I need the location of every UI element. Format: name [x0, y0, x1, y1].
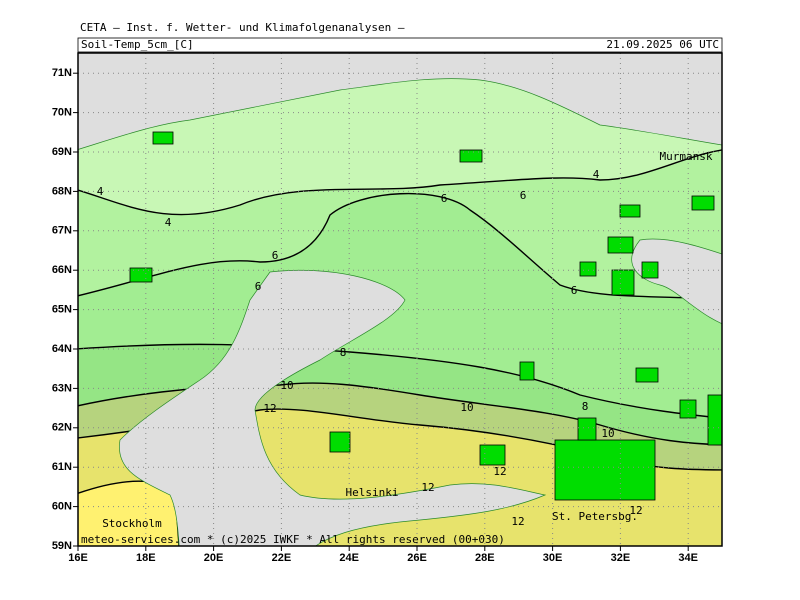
lake [641, 261, 659, 279]
lon-tick-label: 30E [543, 552, 563, 564]
sea [119, 269, 547, 546]
contour-label: 4 [97, 185, 104, 198]
lat-tick-label: 70N [52, 107, 72, 119]
contour-label: 10 [601, 427, 614, 440]
lake [479, 444, 506, 466]
lat-tick-label: 71N [52, 67, 72, 79]
lat-tick-label: 65N [52, 304, 72, 316]
lat-tick-label: 61N [52, 461, 72, 473]
lon-tick-label: 26E [407, 552, 427, 564]
header-title: CETA — Inst. f. Wetter- und Klimafolgena… [80, 21, 405, 34]
lon-tick-label: 24E [339, 552, 359, 564]
lat-tick-label: 68N [52, 185, 72, 197]
header-box [77, 37, 723, 53]
sea [78, 53, 722, 150]
contour-label: 6 [520, 189, 527, 202]
place-label: Helsinki [346, 486, 399, 499]
lake [579, 261, 597, 277]
lake [329, 431, 351, 453]
lake [519, 361, 535, 381]
lake [152, 131, 174, 145]
contour-label: 6 [441, 192, 448, 205]
map-area: 4 4 4 6 6 6 6 6 8 8 10 10 10 12 12 12 12 12 Murmansk Helsin… [78, 53, 722, 546]
lon-tick-label: 28E [475, 552, 495, 564]
lat-tick-label: 63N [52, 382, 72, 394]
valid-time: 21.09.2025 06 UTC [606, 38, 719, 51]
contour-label: 6 [571, 284, 578, 297]
lake [129, 267, 153, 283]
lon-tick-label: 34E [678, 552, 698, 564]
grid [78, 53, 722, 546]
contour-label: 12 [421, 481, 434, 494]
lat-tick-label: 67N [52, 225, 72, 237]
sea [631, 238, 722, 324]
contour-label: 10 [280, 379, 293, 392]
lat-tick-label: 59N [52, 540, 72, 552]
lat-tick-label: 69N [52, 146, 72, 158]
contour-label: 10 [460, 401, 473, 414]
place-label: St. Petersbg. [552, 510, 638, 523]
contour-label: 4 [593, 168, 600, 181]
lon-tick-label: 18E [136, 552, 156, 564]
lat-tick-label: 62N [52, 422, 72, 434]
lat-tick-label: 64N [52, 343, 72, 355]
contour-label: 12 [263, 402, 276, 415]
contour-label: 12 [629, 504, 642, 517]
contour-label: 8 [340, 346, 347, 359]
lon-tick-label: 22E [272, 552, 292, 564]
lon-tick-label: 20E [204, 552, 224, 564]
frame [77, 52, 723, 547]
contour-label: 12 [511, 515, 524, 528]
lat-tick-label: 60N [52, 501, 72, 513]
lake [707, 394, 722, 446]
place-label: Murmansk [660, 150, 713, 163]
contour-label: 6 [272, 249, 279, 262]
lake [607, 236, 634, 254]
copyright: meteo-services.com * (c)2025 IWKF * All … [81, 533, 505, 546]
contour-label: 6 [255, 280, 262, 293]
place-label: Stockholm [102, 517, 162, 530]
lake [691, 195, 715, 211]
lake [459, 149, 483, 163]
lon-tick-label: 16E [68, 552, 88, 564]
lake [577, 417, 597, 441]
lake [611, 269, 635, 296]
lake [554, 439, 656, 501]
lat-tick-label: 66N [52, 264, 72, 276]
contour-label: 8 [582, 400, 589, 413]
contour-label: 12 [493, 465, 506, 478]
parameter: Soil-Temp_5cm_[C] [81, 38, 194, 51]
contour-labels: 4 4 4 6 6 6 6 6 8 8 10 10 10 12 12 12 12 12 Murmansk Helsin… [81, 150, 713, 546]
lake [635, 367, 659, 383]
lake [619, 204, 641, 218]
contour-label: 4 [165, 216, 172, 229]
lon-tick-label: 32E [611, 552, 631, 564]
